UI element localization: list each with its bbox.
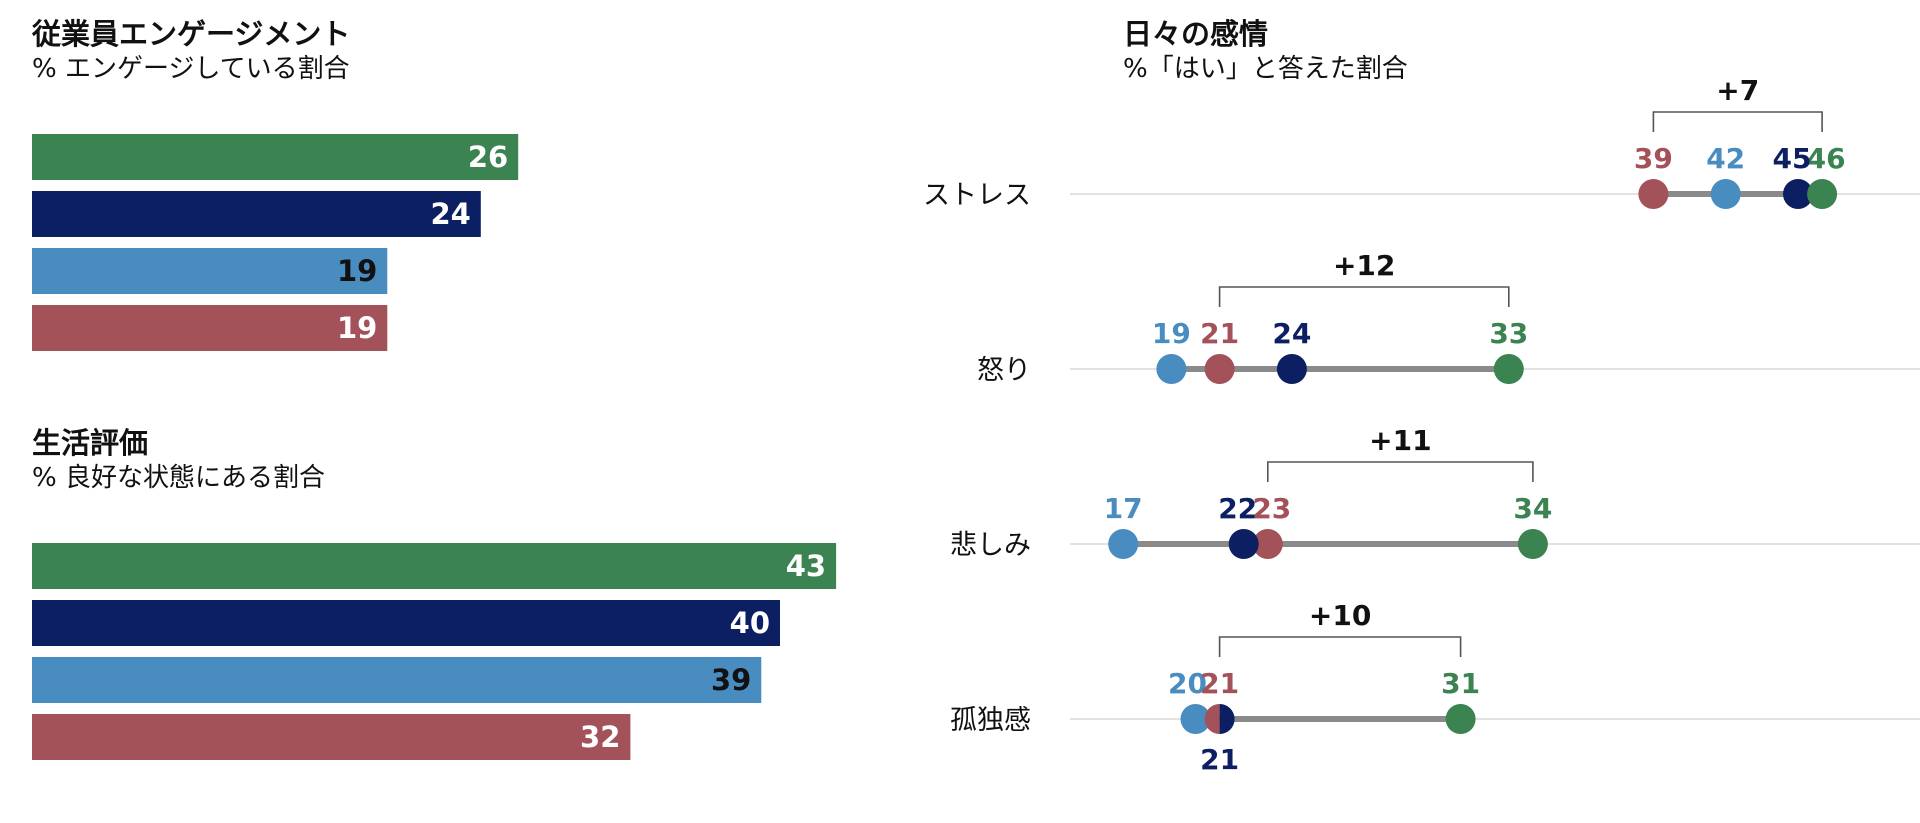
- life-eval-heading: 生活評価 % 良好な状態にある割合: [32, 425, 325, 495]
- engagement-subtitle: % エンゲージしている割合: [32, 54, 350, 84]
- difference-label: +12: [1333, 249, 1395, 282]
- series-2-value-label: 45: [1773, 142, 1812, 175]
- engagement-heading: 従業員エンゲージメント % エンゲージしている割合: [32, 16, 350, 86]
- life-eval-bar-value-label: 40: [730, 606, 770, 640]
- life-eval-bar-2: [32, 600, 780, 646]
- series-1-dot: [1807, 179, 1838, 209]
- engagement-title: 従業員エンゲージメント: [32, 17, 351, 51]
- series-1-value-label: 34: [1513, 492, 1552, 525]
- difference-bracket: [1267, 461, 1534, 482]
- difference-label: +10: [1309, 599, 1371, 632]
- series-4-dot: [1638, 179, 1669, 209]
- series-3-value-label: 42: [1706, 142, 1745, 175]
- emotions-title: 日々の感情: [1123, 17, 1269, 51]
- series-2-dot: [1783, 179, 1813, 209]
- series-1-value-label: 46: [1807, 142, 1846, 175]
- series-2-dot: [1276, 354, 1307, 384]
- difference-label: +11: [1369, 424, 1431, 457]
- life-eval-title: 生活評価: [32, 426, 149, 460]
- difference-label: +7: [1716, 74, 1759, 107]
- life-eval-bar-1: [32, 543, 837, 589]
- series-2-value-label: 22: [1218, 492, 1257, 525]
- engagement-bar-4: [32, 305, 388, 351]
- life-eval-bar-value-label: 39: [711, 663, 751, 697]
- engagement-bar-1: [32, 134, 519, 180]
- series-3-value-label: 17: [1104, 492, 1143, 525]
- series-2-value-label: 24: [1272, 317, 1311, 350]
- engagement-bar-value-label: 19: [337, 254, 377, 288]
- series-1-dot: [1493, 354, 1524, 384]
- series-3-dot: [1156, 354, 1187, 384]
- series-1-dot: [1445, 704, 1476, 734]
- series-4-value-label: 23: [1252, 492, 1291, 525]
- life-eval-subtitle: % 良好な状態にある割合: [32, 463, 325, 493]
- series-4-dot: [1204, 704, 1220, 734]
- emotion-row-label: 怒り: [977, 355, 1031, 386]
- engagement-bar-2: [32, 191, 481, 237]
- emotion-row-label: ストレス: [923, 180, 1031, 211]
- series-3-value-label: 19: [1152, 317, 1191, 350]
- engagement-bar-value-label: 19: [337, 311, 377, 345]
- life-eval-bar-value-label: 43: [786, 549, 826, 583]
- difference-bracket: [1652, 111, 1823, 132]
- series-2-value-label: 21: [1200, 743, 1239, 776]
- series-1-value-label: 31: [1441, 667, 1480, 700]
- series-4-value-label: 21: [1200, 317, 1239, 350]
- series-3-dot: [1108, 529, 1139, 559]
- emotions-subtitle: %「はい」と答えた割合: [1123, 54, 1408, 84]
- emotion-row-label: 孤独感: [950, 705, 1031, 736]
- series-2-dot: [1219, 704, 1235, 734]
- series-3-dot: [1180, 704, 1211, 734]
- series-4-value-label: 39: [1634, 142, 1673, 175]
- life-eval-bar-3: [32, 657, 762, 703]
- life-eval-bar-4: [32, 714, 631, 760]
- emotions-heading: 日々の感情 %「はい」と答えた割合: [1123, 16, 1408, 86]
- life-eval-bar-value-label: 32: [580, 720, 620, 754]
- difference-bracket: [1218, 286, 1510, 307]
- engagement-bar-value-label: 24: [430, 197, 470, 231]
- series-4-dot: [1204, 354, 1235, 384]
- series-1-dot: [1517, 529, 1548, 559]
- engagement-bar-value-label: 26: [468, 140, 508, 174]
- engagement-bar-3: [32, 248, 388, 294]
- series-3-value-label: 20: [1168, 667, 1207, 700]
- series-4-dot: [1252, 529, 1283, 559]
- series-4-value-label: 21: [1200, 667, 1239, 700]
- emotion-row-label: 悲しみ: [950, 530, 1031, 561]
- series-2-dot: [1228, 529, 1259, 559]
- difference-bracket: [1218, 636, 1462, 657]
- series-1-value-label: 33: [1489, 317, 1528, 350]
- series-3-dot: [1710, 179, 1741, 209]
